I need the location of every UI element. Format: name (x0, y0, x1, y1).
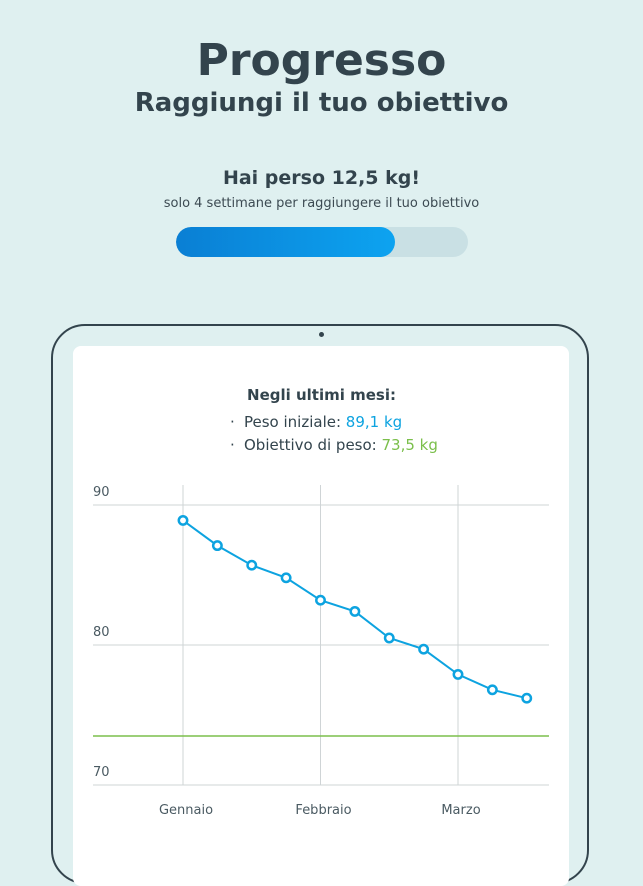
camera-dot (319, 332, 324, 337)
stat-value: 73,5 kg (381, 436, 438, 454)
progress-headline: Hai perso 12,5 kg! (222, 167, 421, 189)
y-tick-label: 70 (93, 765, 110, 780)
data-point (315, 594, 326, 606)
data-point (211, 540, 223, 552)
progress-bar (176, 227, 468, 257)
stat-label: Obiettivo di peso: (244, 436, 382, 454)
data-point (452, 668, 464, 680)
stat-value: 89,1 kg (345, 413, 403, 431)
data-point (521, 692, 533, 704)
data-point (383, 632, 395, 644)
data-point (280, 572, 292, 584)
bullet-icon: · (230, 436, 235, 454)
stat-goal-weight: · Obiettivo di peso: 73,5 kg (230, 435, 438, 455)
stat-label: Peso iniziale: (244, 413, 346, 431)
progress-note: solo 4 settimane per raggiungere il tuo … (163, 196, 480, 211)
progress-bar-fill (176, 227, 395, 257)
stat-initial-weight: · Peso iniziale: 89,1 kg (230, 412, 402, 432)
x-tick-label: Gennaio (159, 803, 213, 818)
data-point (349, 605, 361, 617)
data-point (246, 559, 258, 571)
y-tick-label: 90 (93, 485, 110, 500)
page-title: Progresso (196, 35, 447, 86)
data-point (486, 684, 498, 696)
page-subtitle: Raggiungi il tuo obiettivo (134, 88, 509, 118)
x-tick-label: Febbraio (295, 803, 351, 818)
weight-line-chart: 90 80 70 Gennaio Febbraio Marzo (93, 485, 549, 818)
card-heading: Negli ultimi mesi: (247, 386, 396, 404)
x-tick-label: Marzo (441, 803, 480, 818)
y-tick-label: 80 (93, 625, 110, 640)
bullet-icon: · (230, 413, 235, 431)
data-point (177, 514, 189, 526)
data-point (418, 643, 430, 655)
